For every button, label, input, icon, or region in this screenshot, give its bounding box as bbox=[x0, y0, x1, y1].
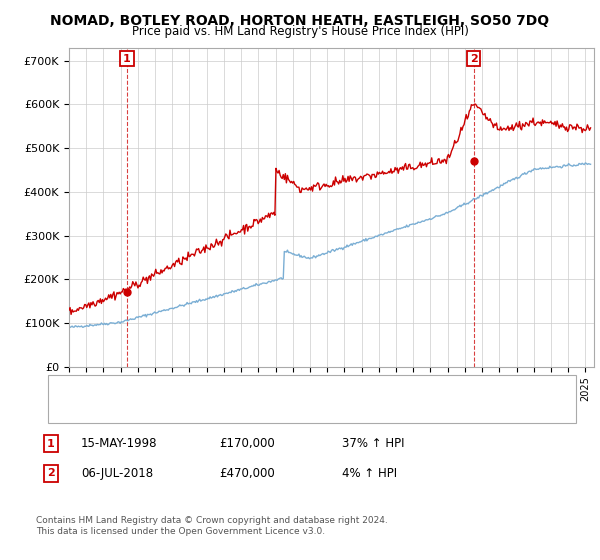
Text: £170,000: £170,000 bbox=[219, 437, 275, 450]
Text: HPI: Average price, detached house, Eastleigh: HPI: Average price, detached house, East… bbox=[100, 404, 341, 414]
Text: NOMAD, BOTLEY ROAD, HORTON HEATH, EASTLEIGH, SO50 7DQ: NOMAD, BOTLEY ROAD, HORTON HEATH, EASTLE… bbox=[50, 14, 550, 28]
Text: 37% ↑ HPI: 37% ↑ HPI bbox=[342, 437, 404, 450]
Text: 1: 1 bbox=[123, 54, 131, 63]
Text: NOMAD, BOTLEY ROAD, HORTON HEATH, EASTLEIGH, SO50 7DQ (detached house): NOMAD, BOTLEY ROAD, HORTON HEATH, EASTLE… bbox=[100, 385, 529, 394]
Text: 15-MAY-1998: 15-MAY-1998 bbox=[81, 437, 157, 450]
Text: 1: 1 bbox=[47, 438, 55, 449]
Text: 4% ↑ HPI: 4% ↑ HPI bbox=[342, 466, 397, 480]
Text: £470,000: £470,000 bbox=[219, 466, 275, 480]
Text: 2: 2 bbox=[470, 54, 478, 63]
Text: Price paid vs. HM Land Registry's House Price Index (HPI): Price paid vs. HM Land Registry's House … bbox=[131, 25, 469, 38]
Text: 06-JUL-2018: 06-JUL-2018 bbox=[81, 466, 153, 480]
Text: 2: 2 bbox=[47, 468, 55, 478]
Text: Contains HM Land Registry data © Crown copyright and database right 2024.
This d: Contains HM Land Registry data © Crown c… bbox=[36, 516, 388, 536]
